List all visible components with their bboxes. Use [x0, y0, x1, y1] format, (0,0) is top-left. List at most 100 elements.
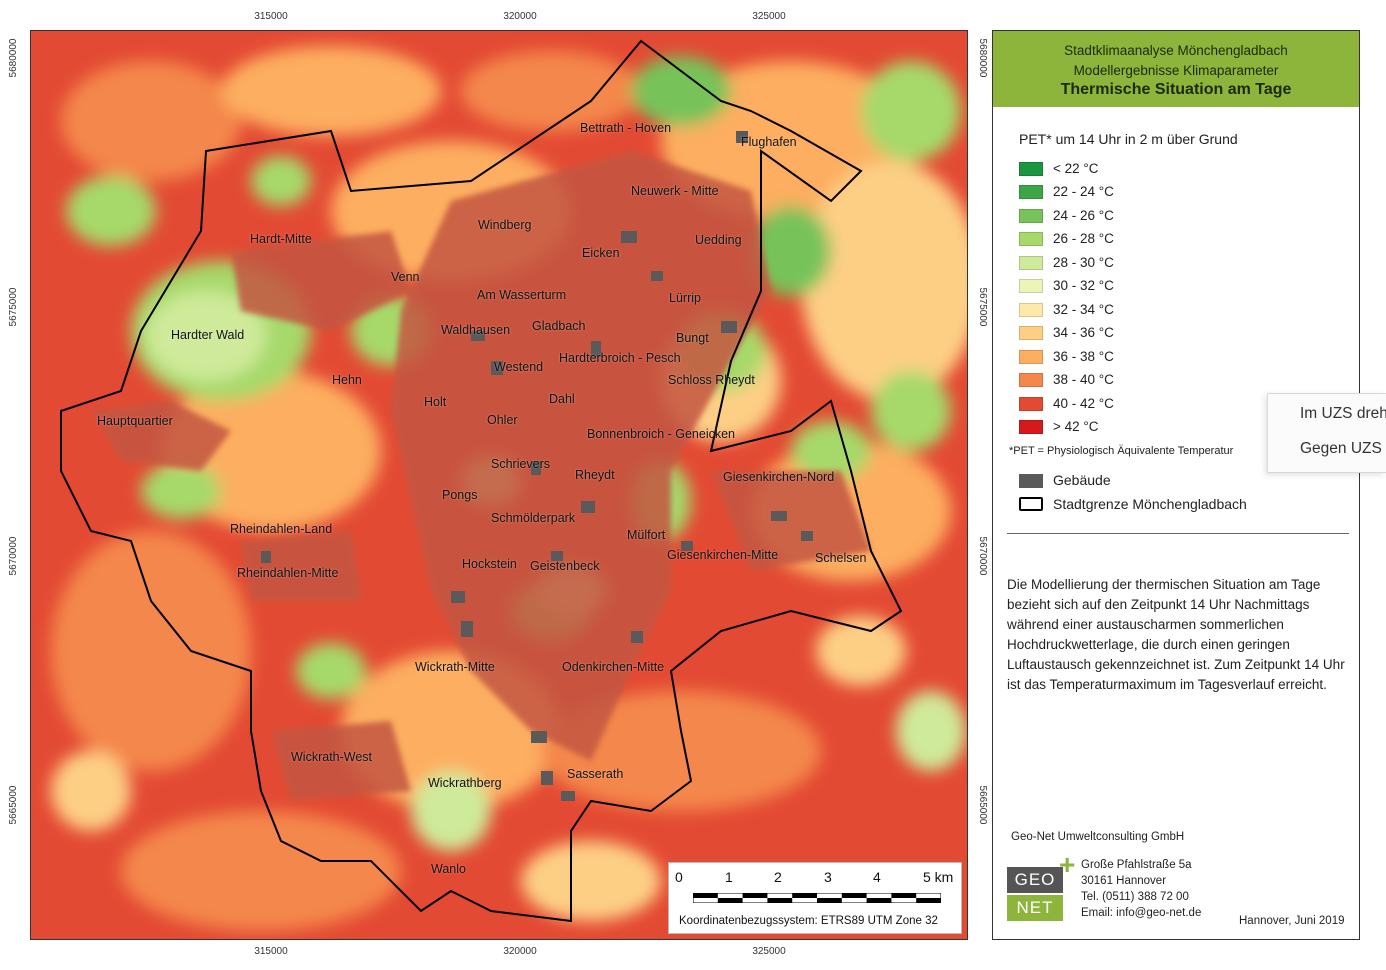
place-label: Windberg: [478, 218, 532, 232]
publication-date: Hannover, Juni 2019: [1239, 915, 1345, 927]
legend-label: 30 - 32 °C: [1053, 278, 1114, 293]
place-label: Uedding: [695, 233, 742, 247]
place-label: Ohler: [487, 413, 518, 427]
x-tick-top: 315000: [254, 11, 288, 22]
header-line-2: Modellergebnisse Klimaparameter: [1073, 63, 1279, 78]
place-label: Eicken: [582, 246, 620, 260]
plus-icon: +: [1059, 849, 1076, 880]
geo-net-logo: GEO NET +: [1007, 849, 1077, 925]
y-tick-right: 5680000: [977, 38, 988, 78]
legend-swatch: [1019, 303, 1043, 317]
place-label: Hockstein: [462, 557, 517, 571]
place-label: Neuwerk - Mitte: [631, 184, 719, 198]
legend-label: 38 - 40 °C: [1053, 372, 1114, 387]
scale-label: 2: [774, 869, 782, 885]
scale-bar-graphic: [693, 893, 941, 903]
place-label: Schrievers: [491, 457, 551, 471]
scale-label: 1: [725, 869, 733, 885]
legend-label: 32 - 34 °C: [1053, 302, 1114, 317]
legend-title: PET* um 14 Uhr in 2 m über Grund: [1019, 131, 1238, 147]
address-street: Große Pfahlstraße 5a: [1081, 859, 1192, 871]
y-tick-left: 5675000: [8, 287, 19, 327]
legend-label: 36 - 38 °C: [1053, 349, 1114, 364]
place-label: Rheydt: [575, 468, 615, 482]
boundary-label: Stadtgrenze Mönchengladbach: [1053, 496, 1247, 512]
y-tick-left: 5665000: [8, 785, 19, 825]
scale-label: 5 km: [923, 869, 954, 885]
place-label: Waldhausen: [441, 323, 511, 337]
place-label: Dahl: [549, 392, 575, 406]
place-label: Odenkirchen-Mitte: [562, 660, 665, 674]
x-tick-top: 325000: [752, 11, 786, 22]
legend-label: 28 - 30 °C: [1053, 255, 1114, 270]
legend-label: 24 - 26 °C: [1053, 208, 1114, 223]
legend-label: 34 - 36 °C: [1053, 325, 1114, 340]
thermal-map: [30, 30, 968, 940]
legend-swatch: [1019, 256, 1043, 270]
place-label: Sasserath: [567, 767, 624, 781]
place-label: Giesenkirchen-Mitte: [667, 548, 779, 562]
legend-swatch: [1019, 162, 1043, 176]
legend-swatch: [1019, 185, 1043, 199]
place-label: Hardter Wald: [171, 328, 245, 342]
legend-swatch: [1019, 373, 1043, 387]
place-label: Bungt: [676, 331, 709, 345]
building-label: Gebäude: [1053, 472, 1111, 488]
place-label: Gladbach: [532, 319, 586, 333]
place-label: Schmölderpark: [491, 511, 576, 525]
place-label: Wickrathberg: [428, 776, 502, 790]
place-label: Geistenbeck: [530, 559, 600, 573]
map-canvas: [31, 31, 967, 939]
legend-panel: Stadtklimaanalyse Mönchengladbach Modell…: [992, 30, 1360, 940]
address-phone: Tel. (0511) 388 72 00: [1081, 891, 1189, 903]
logo-top: GEO: [1007, 867, 1063, 893]
place-label: Am Wasserturm: [477, 288, 567, 302]
legend-label: 26 - 28 °C: [1053, 231, 1114, 246]
y-tick-left: 5670000: [8, 536, 19, 576]
scale-label: 0: [675, 869, 683, 885]
place-label: Schelsen: [815, 551, 867, 565]
y-tick-right: 5665000: [977, 785, 988, 825]
place-label: Rheindahlen-Land: [230, 522, 333, 536]
place-label: Venn: [391, 270, 420, 284]
legend-label: 22 - 24 °C: [1053, 184, 1114, 199]
map-title: Thermische Situation am Tage: [1060, 81, 1292, 98]
scale-label: 3: [824, 869, 832, 885]
legend-swatch: [1019, 232, 1043, 246]
place-label: Holt: [424, 395, 447, 409]
header-line-1: Stadtklimaanalyse Mönchengladbach: [1064, 43, 1288, 58]
y-tick-left: 5680000: [8, 38, 19, 78]
x-tick-top: 320000: [503, 11, 537, 22]
scale-bar: 0 1 2 3 4 5 km Koordinatenbezugssystem: …: [668, 862, 962, 934]
place-label: Lürrip: [669, 291, 701, 305]
place-label: Pongs: [442, 488, 478, 502]
company-name: Geo-Net Umweltconsulting GmbH: [1011, 831, 1185, 843]
legend-label: > 42 °C: [1053, 419, 1099, 434]
menu-item-rotate-clockwise[interactable]: Im UZS drehen: [1300, 405, 1386, 422]
x-tick-bottom: 320000: [503, 946, 537, 957]
legend-swatch: [1019, 397, 1043, 411]
place-label: Bettrath - Hoven: [580, 121, 672, 135]
place-label: Giesenkirchen-Nord: [723, 470, 835, 484]
pet-footnote: *PET = Physiologisch Äquivalente Tempera…: [1009, 445, 1234, 457]
menu-item-rotate-counterclockwise[interactable]: Gegen UZS drehen: [1300, 440, 1386, 457]
place-label: Bonnenbroich - Geneicken: [587, 427, 736, 441]
address-city: 30161 Hannover: [1081, 875, 1167, 887]
legend-swatch: [1019, 326, 1043, 340]
boundary-symbol: [1019, 497, 1043, 511]
building-symbol: [1019, 474, 1043, 488]
panel-header: Stadtklimaanalyse Mönchengladbach Modell…: [993, 31, 1359, 107]
company-address: Große Pfahlstraße 5a 30161 Hannover Tel.…: [1081, 857, 1201, 921]
place-label: Wanlo: [431, 862, 466, 876]
place-label: Hauptquartier: [97, 414, 173, 428]
address-email: Email: info@geo-net.de: [1081, 907, 1202, 919]
place-label: Wickrath-Mitte: [415, 660, 495, 674]
place-label: Hardterbroich - Pesch: [559, 351, 681, 365]
rotate-context-menu: Im UZS drehen Gegen UZS drehen: [1267, 393, 1386, 473]
scale-label: 4: [873, 869, 881, 885]
place-label: Westend: [494, 360, 544, 374]
legend-swatch: [1019, 350, 1043, 364]
place-label: Schloss Rheydt: [668, 373, 755, 387]
place-label: Rheindahlen-Mitte: [237, 566, 339, 580]
